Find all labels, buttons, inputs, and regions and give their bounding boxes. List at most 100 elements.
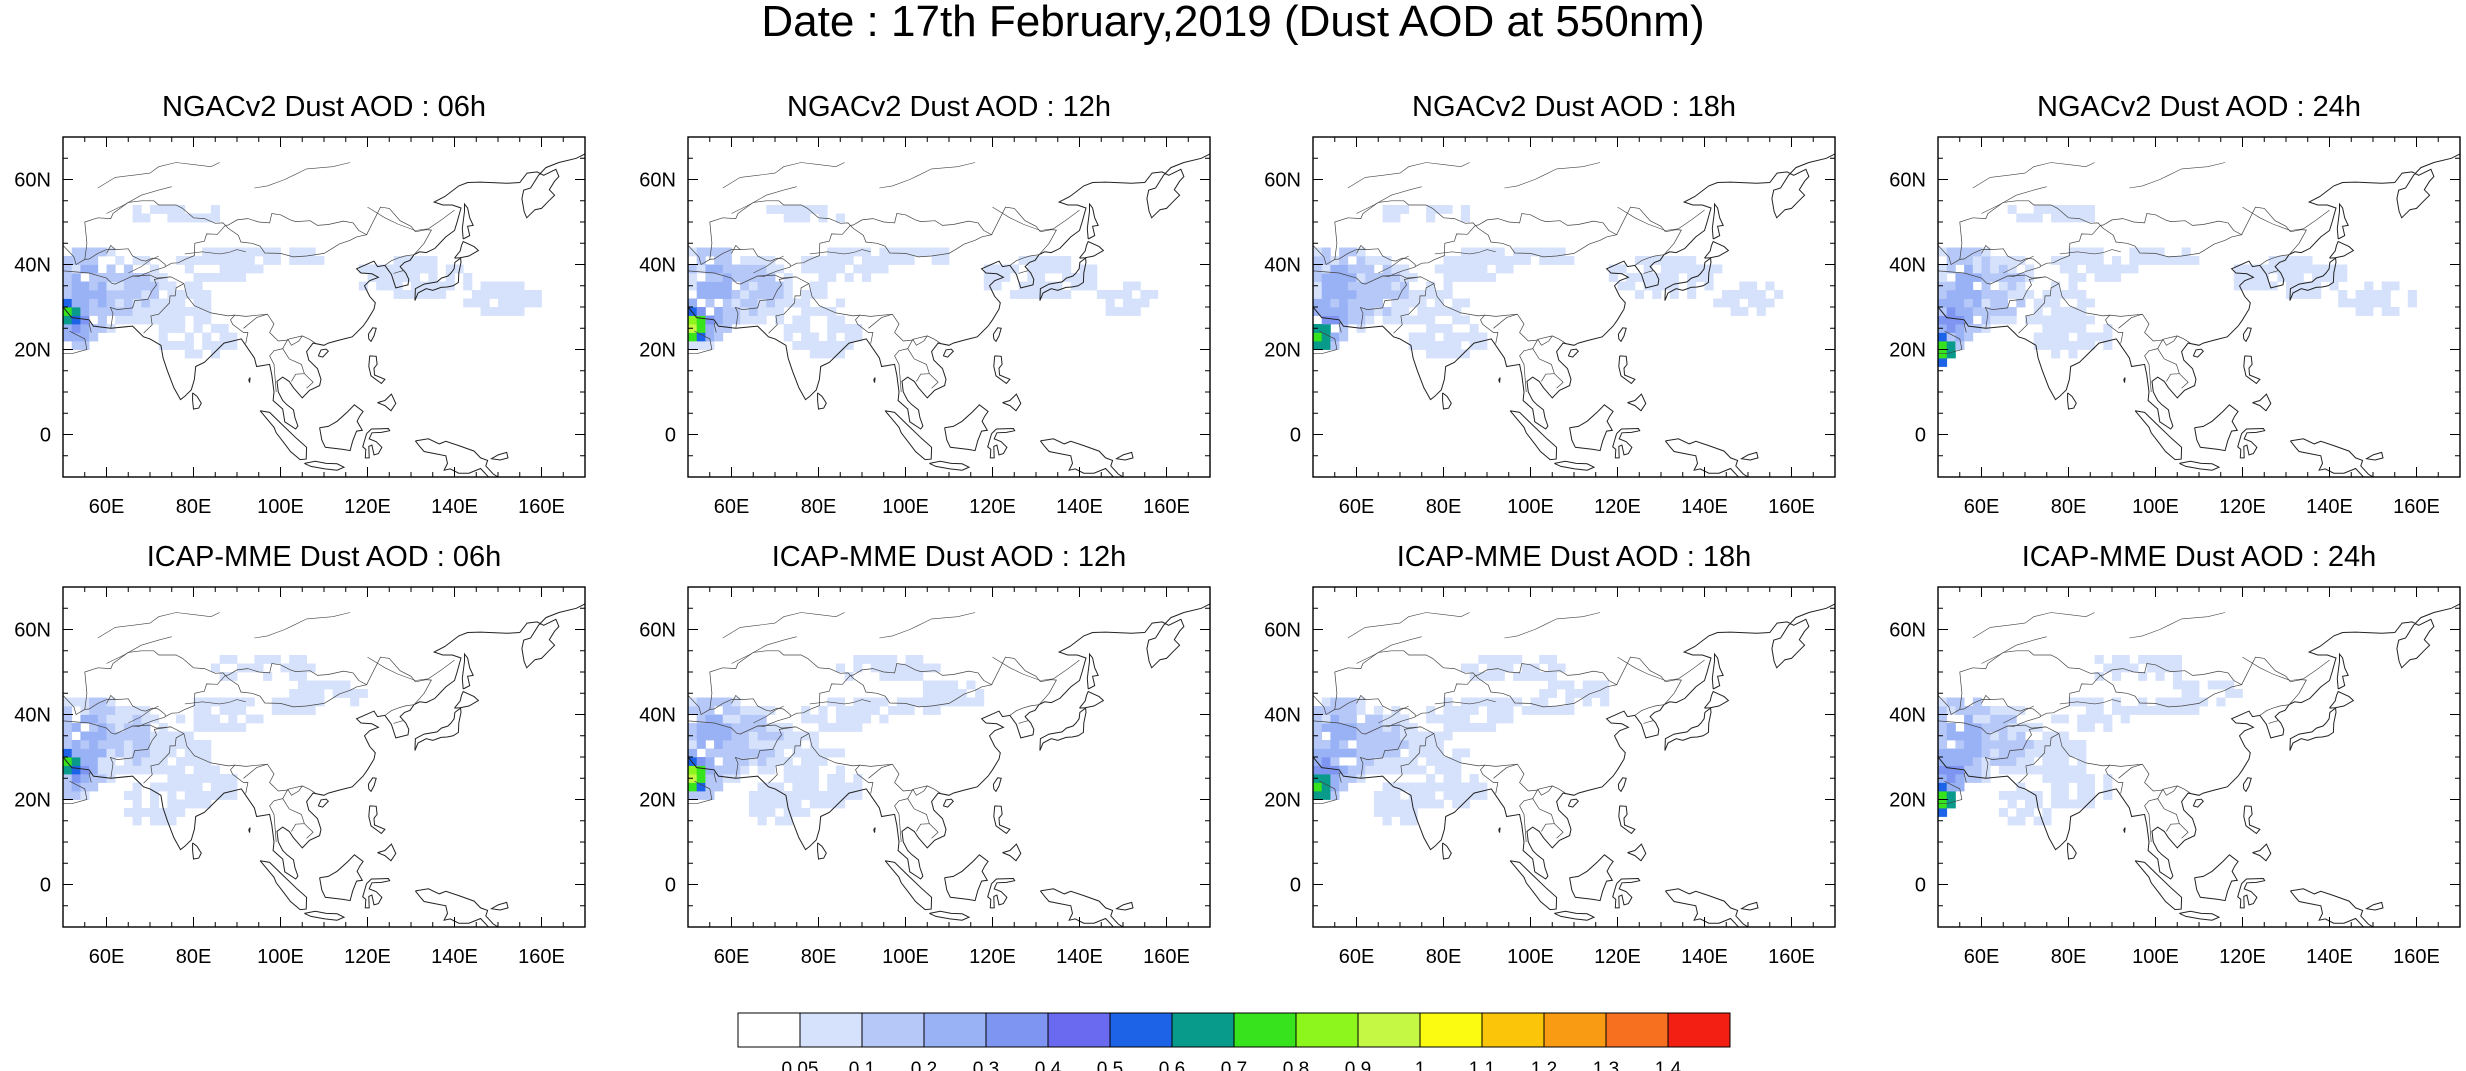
dust-cell bbox=[219, 341, 229, 350]
dust-cell bbox=[193, 273, 203, 282]
dust-cell bbox=[123, 748, 133, 758]
dust-cell bbox=[2077, 774, 2087, 783]
colorbar-swatch bbox=[1233, 1012, 1297, 1048]
dust-cell bbox=[71, 782, 81, 792]
border-line bbox=[282, 335, 314, 389]
dust-cell bbox=[1408, 799, 1418, 809]
dust-cell bbox=[1321, 273, 1331, 282]
dust-cell bbox=[123, 714, 133, 724]
dust-cell bbox=[722, 765, 732, 775]
dust-cell bbox=[1990, 723, 2000, 732]
dust-cell bbox=[384, 281, 394, 291]
dust-cell bbox=[775, 791, 785, 800]
dust-cell bbox=[1487, 256, 1497, 265]
dust-cell bbox=[1001, 264, 1011, 274]
dust-cell bbox=[419, 264, 429, 274]
dust-cell bbox=[289, 706, 299, 715]
dust-cell bbox=[879, 714, 889, 724]
border-line bbox=[768, 283, 810, 334]
dust-cell bbox=[1391, 213, 1401, 223]
dust-cell bbox=[2233, 264, 2243, 274]
dust-cell bbox=[141, 723, 151, 732]
dust-cell bbox=[2016, 740, 2026, 749]
dust-cell bbox=[757, 273, 767, 282]
dust-cell bbox=[1460, 256, 1470, 265]
dust-cell bbox=[2181, 247, 2191, 257]
dust-cell bbox=[1400, 714, 1410, 724]
dust-cell bbox=[801, 714, 811, 724]
dust-cell bbox=[1373, 256, 1383, 265]
dust-cell bbox=[80, 307, 90, 316]
dust-cell bbox=[740, 290, 750, 299]
dust-cell bbox=[775, 307, 785, 316]
dust-cell bbox=[748, 281, 758, 291]
dust-cell bbox=[809, 341, 819, 350]
dust-cell bbox=[722, 264, 732, 274]
dust-cell bbox=[2077, 273, 2087, 282]
dust-cell bbox=[1608, 264, 1618, 274]
dust-cell bbox=[1356, 740, 1366, 749]
dust-cell bbox=[297, 706, 307, 715]
dust-cell bbox=[210, 205, 220, 214]
dust-cell bbox=[1347, 315, 1357, 325]
dust-cell bbox=[210, 213, 220, 223]
dust-cell bbox=[1321, 723, 1331, 732]
dust-cell bbox=[835, 765, 845, 775]
dust-cell bbox=[123, 273, 133, 282]
dust-cell bbox=[2068, 205, 2078, 214]
dust-cell bbox=[748, 723, 758, 732]
coastline bbox=[1086, 652, 1099, 690]
dust-cell bbox=[809, 307, 819, 316]
dust-cell bbox=[150, 799, 160, 809]
border-line bbox=[1313, 720, 1566, 794]
dust-cell bbox=[176, 290, 186, 299]
dust-cell bbox=[219, 706, 229, 715]
dust-cell bbox=[1434, 324, 1444, 333]
dust-cell bbox=[844, 256, 854, 265]
coastline bbox=[817, 842, 827, 860]
dust-cell bbox=[1391, 731, 1401, 741]
dust-cell bbox=[1313, 757, 1323, 766]
dust-cell bbox=[80, 748, 90, 758]
dust-cell bbox=[818, 341, 828, 350]
dust-cell bbox=[176, 341, 186, 350]
dust-cell bbox=[1981, 281, 1991, 291]
coastline bbox=[377, 843, 397, 862]
dust-cell bbox=[2025, 315, 2035, 325]
dust-cell bbox=[2068, 256, 2078, 265]
dust-cell bbox=[297, 655, 307, 664]
dust-cell bbox=[106, 290, 116, 299]
dust-cell bbox=[1972, 774, 1982, 783]
dust-cell bbox=[1990, 706, 2000, 715]
dust-cell bbox=[89, 731, 99, 741]
coastline bbox=[248, 827, 251, 833]
dust-cell bbox=[1955, 341, 1965, 350]
dust-cell bbox=[150, 714, 160, 724]
dust-cell bbox=[862, 697, 872, 707]
dust-cell bbox=[89, 782, 99, 792]
dust-cell bbox=[1469, 341, 1479, 350]
dust-cell bbox=[722, 748, 732, 758]
dust-cell bbox=[2025, 290, 2035, 299]
dust-cell bbox=[1946, 757, 1956, 766]
dust-cell bbox=[1347, 697, 1357, 707]
dust-cell bbox=[150, 808, 160, 817]
dust-cell bbox=[809, 765, 819, 775]
colorbar-label: 0.2 bbox=[911, 1059, 937, 1071]
dust-cell bbox=[905, 697, 915, 707]
dust-cell bbox=[2059, 774, 2069, 783]
dust-cell bbox=[2059, 740, 2069, 749]
dust-cell bbox=[835, 256, 845, 265]
dust-cell bbox=[1964, 723, 1974, 732]
dust-cell bbox=[705, 298, 715, 308]
dust-cell bbox=[1356, 273, 1366, 282]
axis-ticks bbox=[687, 136, 1211, 478]
dust-cell bbox=[1070, 273, 1080, 282]
lon-tick-label: 140E bbox=[1681, 496, 1728, 518]
dust-cell bbox=[2077, 205, 2087, 214]
dust-cell bbox=[696, 731, 706, 741]
dust-cell bbox=[1955, 247, 1965, 257]
dust-cell bbox=[150, 791, 160, 800]
dust-cell bbox=[202, 290, 212, 299]
